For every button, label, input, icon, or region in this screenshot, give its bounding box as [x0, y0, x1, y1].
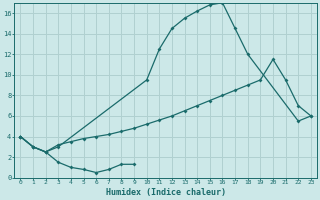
X-axis label: Humidex (Indice chaleur): Humidex (Indice chaleur) [106, 188, 226, 197]
